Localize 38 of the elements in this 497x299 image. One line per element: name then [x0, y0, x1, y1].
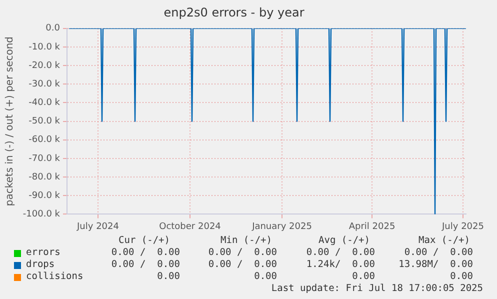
- text: Min (-/+): [220, 235, 272, 246]
- legend-label: collisions: [26, 271, 84, 282]
- y-tick-label: -60.0 k: [28, 135, 61, 146]
- text: 0.00 / 0.00: [404, 247, 473, 258]
- text: Last update: Fri Jul 18 17:00:05 2025: [271, 283, 483, 294]
- legend-label: errors: [26, 247, 60, 258]
- text: 0.00 / 0.00: [208, 247, 277, 258]
- y-tick-label: -90.0 k: [28, 190, 61, 201]
- y-tick-label: -20.0 k: [28, 60, 61, 71]
- chart-title: enp2s0 errors - by year: [164, 5, 304, 20]
- y-tick-label: -80.0 k: [28, 172, 61, 182]
- text: 0.00 / 0.00: [306, 247, 375, 258]
- y-tick-label: -40.0 k: [28, 98, 61, 108]
- text: 0.00: [450, 271, 473, 282]
- text: 0.00: [157, 271, 180, 282]
- y-tick-label: 0.0: [46, 24, 60, 34]
- text: 0.00 / 0.00: [111, 247, 180, 258]
- x-tick-label: April 2025: [348, 222, 396, 232]
- y-tick-label: -50.0 k: [28, 116, 61, 127]
- text: 0.00 / 0.00: [208, 259, 277, 270]
- text: 1.24k/ 0.00: [306, 259, 375, 270]
- text: 13.98M/ 0.00: [398, 259, 473, 270]
- text: 0.00: [352, 271, 375, 282]
- y-tick-label: -30.0 k: [28, 79, 61, 90]
- y-tick-label: -70.0 k: [28, 154, 61, 164]
- x-tick-label: July 2024: [76, 222, 120, 232]
- y-tick-label: -100.0 k: [22, 210, 61, 220]
- text: Cur (-/+): [118, 235, 170, 246]
- text: 0.00 / 0.00: [111, 259, 180, 270]
- x-tick-label: July 2025: [441, 222, 484, 232]
- text: Avg (-/+): [318, 235, 370, 246]
- legend-label: drops: [26, 259, 55, 270]
- text: Max (-/+): [418, 235, 470, 246]
- text: 0.00: [254, 271, 277, 282]
- x-tick-label: January 2025: [251, 222, 312, 232]
- y-axis-title: packets in (-) / out (+) per second: [4, 36, 16, 206]
- y-tick-label: -10.0 k: [28, 42, 61, 52]
- x-tick-label: October 2024: [159, 222, 222, 232]
